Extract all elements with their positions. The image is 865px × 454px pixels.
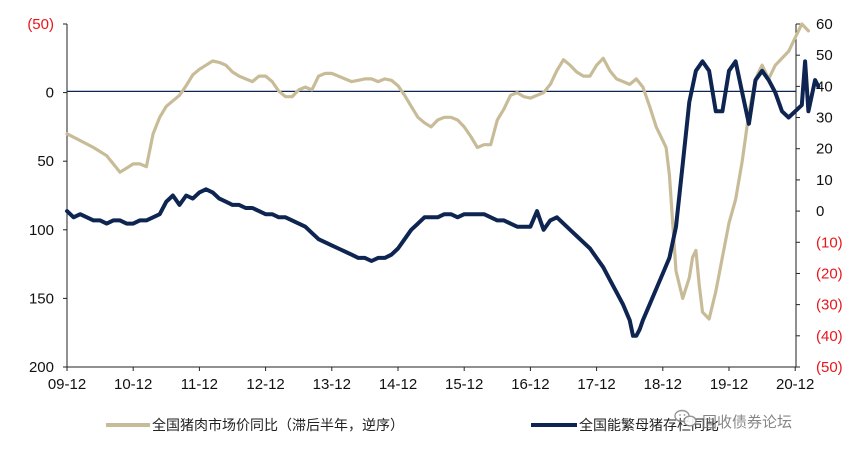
x-tick-label: 16-12	[511, 376, 549, 393]
left-tick-label: 150	[29, 290, 54, 307]
right-tick-label: (50)	[816, 359, 843, 376]
legend-label-pork-price: 全国猪肉市场价同比（滞后半年，逆序）	[152, 417, 404, 434]
left-tick-label: (50)	[27, 16, 54, 33]
left-tick-label: 50	[37, 153, 54, 170]
legend-label-sow-inventory: 全国能繁母猪存栏同比	[579, 417, 719, 434]
right-tick-label: (10)	[816, 234, 843, 251]
x-tick-label: 11-12	[181, 376, 218, 393]
x-tick-label: 10-12	[114, 376, 152, 393]
right-tick-label: 30	[816, 110, 833, 127]
axes	[66, 24, 797, 368]
right-tick-label: (20)	[816, 265, 843, 282]
left-tick-label: 100	[29, 222, 54, 239]
legend: 全国猪肉市场价同比（滞后半年，逆序） 全国能繁母猪存栏同比	[106, 417, 719, 434]
wechat-icon	[674, 409, 697, 427]
x-tick-label: 15-12	[445, 376, 483, 393]
x-tick-label: 12-12	[246, 376, 284, 393]
series-line-sow-inventory	[65, 59, 821, 338]
right-tick-label: 50	[816, 47, 833, 64]
right-tick-label: (40)	[816, 328, 843, 345]
right-tick-label: 40	[816, 78, 833, 95]
x-tick-label: 09-12	[48, 376, 86, 393]
x-tick-label: 13-12	[313, 376, 351, 393]
right-tick-label: 60	[816, 16, 833, 33]
series-layer	[65, 22, 821, 338]
series-line-pork-price	[65, 22, 811, 321]
left-axis-ticks: (50) 0 50 100 150 200	[27, 16, 67, 376]
watermark-text: 固收债券论坛	[702, 413, 792, 431]
x-tick-label: 18-12	[644, 376, 682, 393]
x-axis-ticks: 09-12 10-12 11-12 12-12 13-12 14-12 15-12 16-12…	[48, 367, 814, 393]
x-tick-label: 14-12	[379, 376, 417, 393]
x-tick-label: 17-12	[577, 376, 615, 393]
right-tick-label: 20	[816, 141, 833, 158]
left-tick-label: 0	[46, 85, 54, 102]
right-axis-ticks: 60 50 40 30 20 10 0 (10) (20) (30) (40) (50)	[796, 16, 843, 376]
left-tick-label: 200	[29, 359, 54, 376]
x-tick-label: 19-12	[710, 376, 748, 393]
right-tick-label: 10	[816, 172, 833, 189]
right-tick-label: 0	[816, 203, 824, 220]
right-tick-label: (30)	[816, 297, 843, 314]
x-tick-label: 20-12	[776, 376, 814, 393]
watermark: 固收债券论坛	[674, 409, 792, 431]
